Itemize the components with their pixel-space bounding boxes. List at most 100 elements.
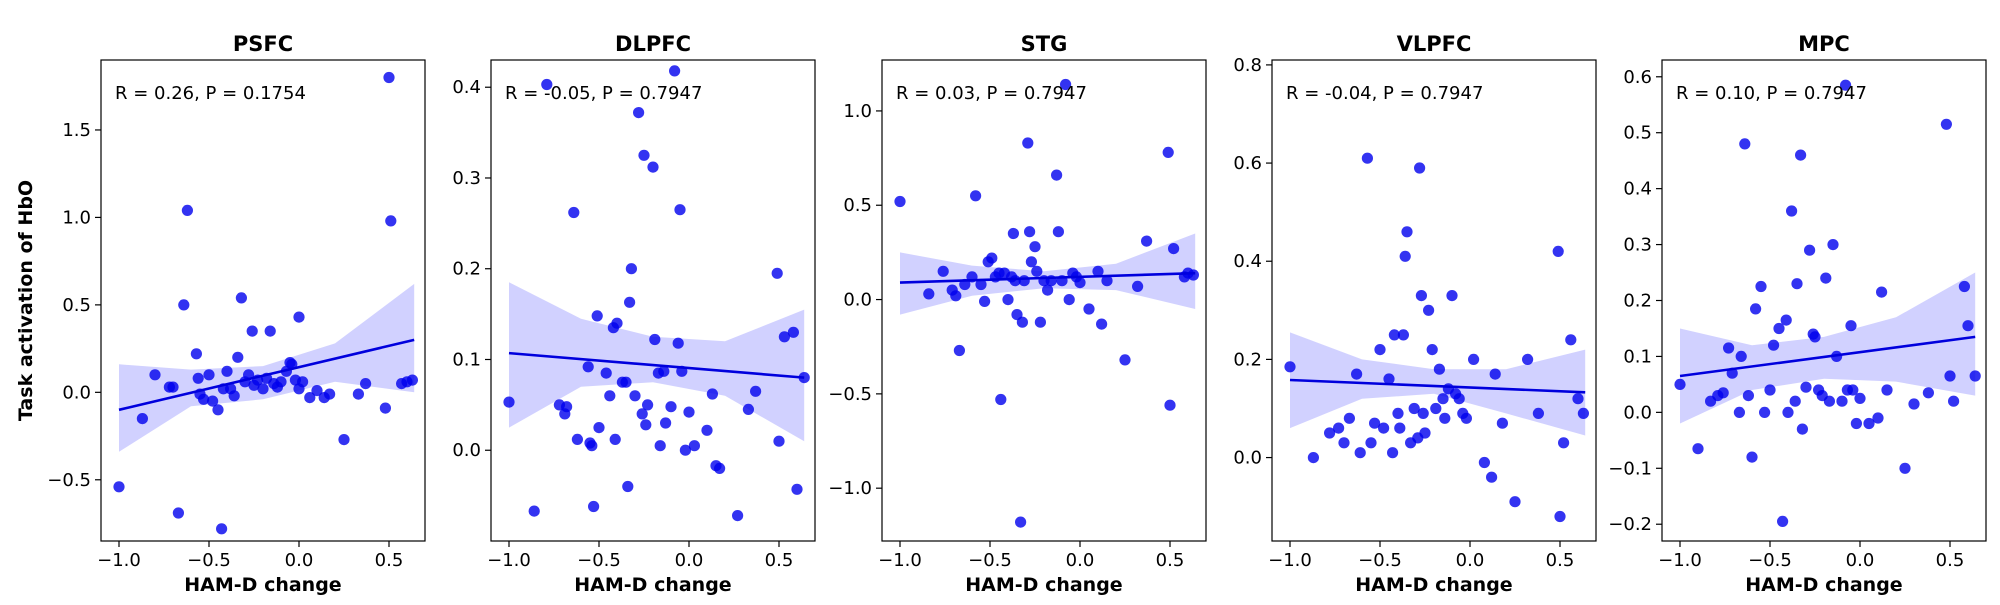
data-point [1018, 275, 1030, 287]
data-point [1419, 427, 1431, 439]
data-point [1789, 395, 1801, 407]
axes-frame [881, 59, 1207, 542]
data-point [181, 204, 193, 216]
data-point [257, 383, 269, 395]
data-point [1034, 316, 1046, 328]
x-axis-label: HAM-D change [1355, 574, 1512, 596]
data-point [1773, 322, 1785, 335]
y-tick-label: 0.4 [1623, 179, 1652, 200]
data-point [1577, 407, 1589, 419]
data-point [275, 376, 287, 388]
data-point [975, 278, 987, 291]
data-point [600, 367, 612, 379]
data-point [586, 440, 598, 452]
data-point [1809, 331, 1821, 343]
x-tick-label: −1.0 [97, 550, 141, 571]
data-point [658, 365, 670, 377]
y-tick-label: 0.0 [843, 290, 872, 311]
data-point [1468, 353, 1480, 365]
data-point [198, 393, 210, 405]
y-tick-label: 0.8 [1233, 55, 1262, 76]
data-point [1496, 417, 1508, 429]
data-point [1101, 275, 1113, 287]
data-point [1351, 368, 1363, 380]
y-tick-label: 0.4 [452, 77, 481, 98]
data-point [1782, 406, 1794, 418]
data-point [778, 331, 791, 343]
data-point [235, 292, 247, 304]
confidence-band [900, 233, 1196, 315]
data-point [324, 388, 336, 400]
data-point [1007, 227, 1020, 240]
data-point [1460, 412, 1472, 424]
data-point [1948, 395, 1960, 407]
x-tick-label: 0.5 [1546, 550, 1575, 571]
data-point [979, 295, 991, 307]
data-point [633, 107, 645, 119]
data-point [1823, 395, 1835, 407]
data-point [1378, 422, 1390, 434]
data-point [311, 385, 323, 397]
data-point [1509, 496, 1521, 508]
data-point [304, 392, 316, 404]
data-point [1840, 79, 1852, 91]
data-point [1791, 278, 1803, 290]
y-tick-label: 0.0 [1233, 448, 1262, 469]
data-point [1674, 378, 1686, 390]
plot-area [503, 65, 810, 522]
data-point [1733, 406, 1745, 418]
data-point [773, 435, 785, 447]
axes-frame [1271, 59, 1597, 542]
x-tick-label: 0.0 [1456, 550, 1485, 571]
x-tick-label: 0.0 [1066, 550, 1095, 571]
stats-annotation: R = 0.03, P = 0.7947 [896, 83, 1087, 104]
y-tick-label: 0.0 [1623, 402, 1652, 423]
x-axis-label: HAM-D change [574, 574, 731, 596]
data-point [1401, 226, 1413, 238]
data-point [1723, 342, 1735, 354]
x-tick-label: 0.0 [285, 550, 314, 571]
data-point [1414, 162, 1426, 174]
x-tick-label: −1.0 [487, 550, 531, 571]
data-point [1768, 339, 1780, 351]
data-point [593, 422, 605, 434]
data-point [1408, 402, 1420, 415]
data-point [582, 361, 594, 373]
data-point [1164, 399, 1176, 411]
data-point [791, 483, 803, 495]
x-tick-label: −1.0 [1658, 550, 1702, 571]
axes-frame [100, 59, 426, 542]
data-point [1453, 393, 1465, 405]
data-point [1786, 205, 1798, 217]
x-tick-label: −0.5 [1748, 550, 1792, 571]
data-point [732, 509, 744, 522]
data-point [995, 393, 1007, 406]
data-point [503, 396, 515, 408]
data-point [406, 374, 418, 386]
data-point [1446, 290, 1458, 302]
data-point [1804, 244, 1816, 256]
regression-line [508, 351, 805, 379]
x-axis-label: HAM-D change [965, 574, 1122, 596]
data-point [1052, 226, 1064, 238]
data-point [1051, 169, 1063, 181]
y-tick-label: 0.4 [1233, 251, 1262, 272]
data-point [701, 424, 713, 436]
data-point [297, 376, 309, 388]
data-point [1016, 316, 1028, 328]
data-point [1015, 516, 1027, 528]
data-point [192, 372, 204, 384]
data-point [216, 523, 228, 535]
data-point [1489, 368, 1501, 380]
data-point [665, 401, 677, 413]
data-point [1439, 412, 1451, 424]
data-point [1742, 390, 1754, 402]
y-tick-label: 0.0 [452, 440, 481, 461]
data-point [1755, 280, 1767, 293]
data-point [1847, 384, 1859, 396]
data-point [1845, 320, 1857, 332]
plot-area [1284, 152, 1589, 523]
plot-area [113, 71, 418, 535]
stats-annotation: R = -0.05, P = 0.7947 [505, 83, 702, 104]
data-point [1399, 250, 1411, 262]
